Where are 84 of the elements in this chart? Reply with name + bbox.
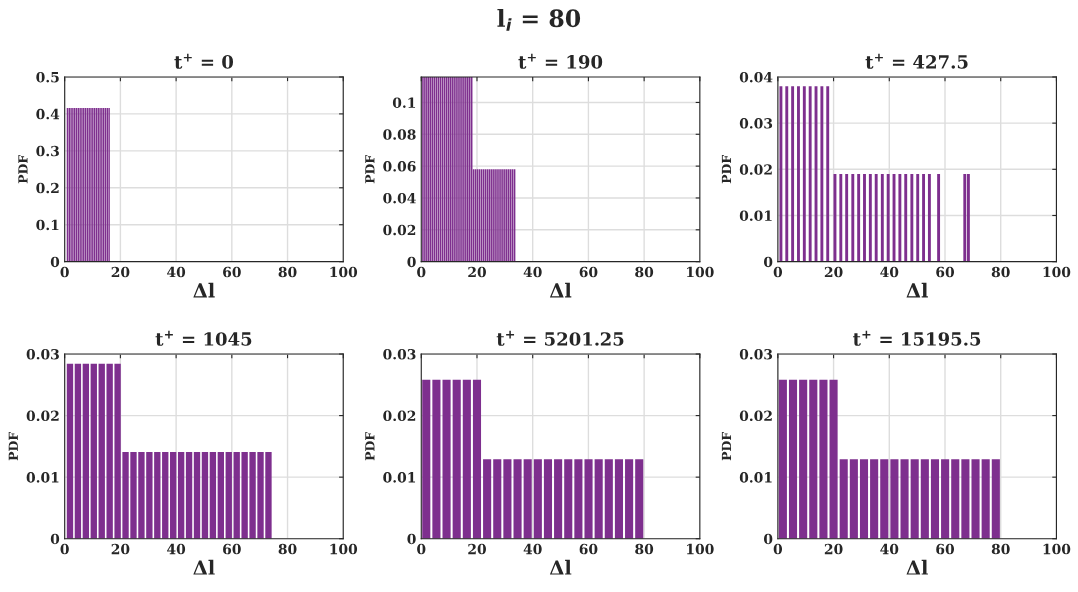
x-axis-title: Δl [549,282,572,298]
y-tick-label: 0.01 [739,210,772,221]
x-tick-label: 0 [60,266,69,278]
x-tick-label: 80 [278,266,297,278]
x-tick-label: 80 [635,266,654,278]
x-tick-label: 0 [417,543,426,555]
y-tick-label: 0.03 [739,118,773,129]
x-tick-label: 0 [773,543,783,555]
y-tick-label: 0 [50,256,60,268]
x-tick-label: 60 [223,266,241,278]
x-tick-label: 100 [330,543,358,555]
y-tick-label: 0.02 [26,410,59,422]
x-tick-label: 40 [167,266,186,278]
chart-title: t$^{+}$ = 190 [518,53,603,69]
y-tick-label: 0 [763,533,773,545]
y-axis-title: PDF [365,154,375,184]
x-tick-label: 20 [468,543,486,555]
x-axis-title: Δl [906,559,928,575]
x-tick-label: 80 [278,543,297,555]
y-tick-label: 0.4 [36,108,60,120]
y-tick-label: 0.2 [36,182,59,194]
y-tick-label: 0.02 [383,410,416,422]
y-axis-title: PDF [8,431,18,461]
x-axis-title: Δl [193,559,215,575]
y-tick-label: 0.03 [739,348,773,360]
x-tick-label: 0 [417,266,426,278]
chart-title: t$^{+}$ = 0 [174,53,234,69]
y-tick-label: 0.02 [383,224,416,236]
y-tick-label: 0 [407,256,416,268]
x-tick-label: 0 [773,266,783,278]
y-tick-label: 0.1 [392,97,416,108]
x-tick-label: 100 [687,543,714,555]
x-tick-label: 60 [936,266,955,278]
x-tick-label: 60 [579,266,598,278]
y-tick-label: 0.3 [36,145,59,157]
y-tick-label: 0 [407,533,416,545]
x-tick-label: 0 [60,543,69,555]
x-tick-label: 40 [880,543,899,555]
y-axis-title: PDF [721,154,732,184]
y-tick-label: 0.1 [36,219,59,231]
chart-title: t$^{+}$ = 1045 [155,330,252,346]
y-tick-label: 0.01 [383,472,416,483]
x-tick-label: 80 [991,543,1010,555]
x-tick-label: 40 [523,543,542,555]
x-tick-label: 20 [111,266,130,278]
x-axis-title: Δl [193,282,215,298]
y-tick-label: 0.02 [739,164,772,175]
x-tick-label: 20 [468,266,486,278]
y-tick-label: 0.01 [26,472,59,483]
y-tick-label: 0.08 [383,129,416,140]
x-tick-label: 20 [824,266,843,278]
x-tick-label: 40 [880,266,899,278]
text: l$_{i}$ = 80 [497,8,581,31]
chart-title: t$^{+}$ = 15195.5 [853,330,981,346]
x-tick-label: 20 [111,543,130,555]
x-tick-label: 100 [330,266,358,278]
y-tick-label: 0.04 [383,192,416,204]
y-tick-label: 0.01 [739,472,772,483]
x-tick-label: 60 [579,543,598,555]
y-tick-label: 0.03 [383,348,416,360]
y-tick-label: 0 [763,256,773,268]
x-tick-label: 60 [223,543,241,555]
y-tick-label: 0.04 [739,71,773,83]
x-tick-label: 100 [1043,266,1071,278]
x-tick-label: 100 [687,266,714,278]
x-tick-label: 80 [635,543,654,555]
x-tick-label: 80 [991,266,1010,278]
x-tick-label: 60 [936,543,955,555]
x-tick-label: 40 [167,543,186,555]
y-tick-label: 0.06 [383,161,416,172]
y-axis-title: PDF [18,154,28,184]
y-tick-label: 0 [50,533,60,545]
x-tick-label: 20 [824,543,843,555]
x-axis-title: Δl [906,282,928,298]
y-tick-label: 0.5 [36,71,59,83]
chart-title: t$^{+}$ = 5201.25 [496,330,624,346]
y-axis-title: PDF [721,431,732,461]
y-tick-label: 0.03 [26,348,59,360]
x-tick-label: 100 [1043,543,1071,555]
y-axis-title: PDF [365,431,375,461]
x-tick-label: 40 [523,266,542,278]
y-tick-label: 0.02 [739,410,772,422]
x-axis-title: Δl [549,559,572,575]
chart-title: t$^{+}$ = 427.5 [865,53,968,69]
